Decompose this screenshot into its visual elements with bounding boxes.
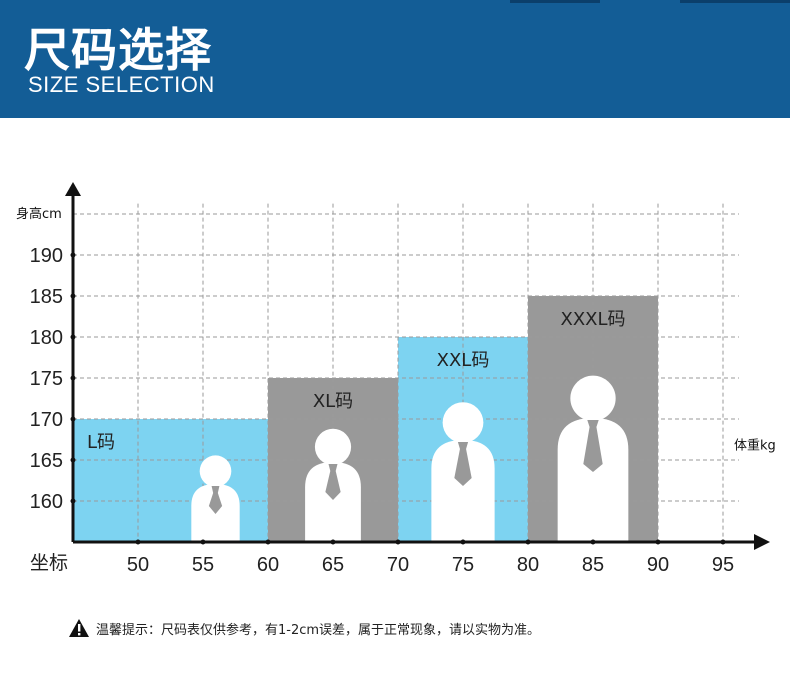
page-title: 尺码选择	[24, 23, 212, 77]
person-head	[199, 455, 232, 487]
y-tick-dot	[70, 375, 76, 381]
size-label: XXXL码	[560, 309, 625, 330]
tie-icon	[325, 464, 341, 500]
size-label: XXL码	[437, 350, 490, 371]
y-tick-dot	[70, 457, 76, 463]
y-tick-dot	[70, 334, 76, 340]
tie-icon	[454, 442, 472, 486]
y-tick-label: 170	[30, 409, 63, 431]
x-tick-dot	[590, 539, 596, 545]
x-tick-dot	[135, 539, 141, 545]
tie-icon	[583, 420, 603, 472]
x-tick-dot	[265, 539, 271, 545]
y-axis-label: 身高cm	[16, 206, 62, 222]
x-tick-label: 85	[582, 554, 604, 576]
x-tick-label: 75	[452, 554, 474, 576]
y-tick-label: 185	[30, 286, 63, 308]
x-tick-label: 90	[647, 554, 669, 576]
x-tick-dot	[395, 539, 401, 545]
banner-accent-line	[510, 0, 600, 3]
x-tick-label: 70	[387, 554, 409, 576]
size-chart: L码 XL码 XXL码 XXXL码 160 165 170 175 180 185 190 身高cm 5…	[16, 182, 776, 576]
tip-text: 温馨提示：尺码表仅供参考，有1-2cm误差，属于正常现象，请以实物为准。	[96, 622, 541, 638]
page-subtitle: SIZE SELECTION	[28, 72, 215, 97]
x-tick-label: 60	[257, 554, 279, 576]
y-tick-dot	[70, 498, 76, 504]
person-body	[305, 462, 361, 542]
x-tick-label: 50	[127, 554, 149, 576]
y-tick-dot	[70, 252, 76, 258]
x-tick-dot	[720, 539, 726, 545]
x-tick-dot	[200, 539, 206, 545]
y-tick-label: 180	[30, 327, 63, 349]
y-tick-label: 165	[30, 450, 63, 472]
x-tick-label: 80	[517, 554, 539, 576]
person-head	[442, 402, 484, 443]
x-tick-dot	[460, 539, 466, 545]
y-tick-label: 190	[30, 245, 63, 267]
warning-icon	[69, 619, 89, 637]
y-tick-dot	[70, 416, 76, 422]
x-tick-dot	[525, 539, 531, 545]
y-tick-label: 175	[30, 368, 63, 390]
size-label: L码	[87, 432, 115, 453]
person-head	[314, 428, 352, 465]
person-head	[570, 375, 616, 421]
person-body	[557, 418, 629, 542]
x-tick-label: 55	[192, 554, 214, 576]
x-tick-dot	[330, 539, 336, 545]
x-origin-label: 坐标	[30, 552, 68, 574]
header-banner: 尺码选择 SIZE SELECTION	[0, 0, 790, 118]
tip-row: 温馨提示：尺码表仅供参考，有1-2cm误差，属于正常现象，请以实物为准。	[68, 618, 540, 638]
x-tick-label: 95	[712, 554, 734, 576]
x-axis-arrow	[754, 534, 770, 550]
y-tick-label: 160	[30, 491, 63, 513]
banner-accent-line	[680, 0, 790, 3]
x-axis-label: 体重kg	[734, 438, 776, 454]
x-tick-label: 65	[322, 554, 344, 576]
tie-icon	[208, 486, 223, 514]
y-tick-dot	[70, 293, 76, 299]
x-tick-dot	[655, 539, 661, 545]
person-body	[431, 440, 495, 542]
y-axis-arrow	[65, 182, 81, 196]
size-label: XL码	[313, 391, 353, 412]
